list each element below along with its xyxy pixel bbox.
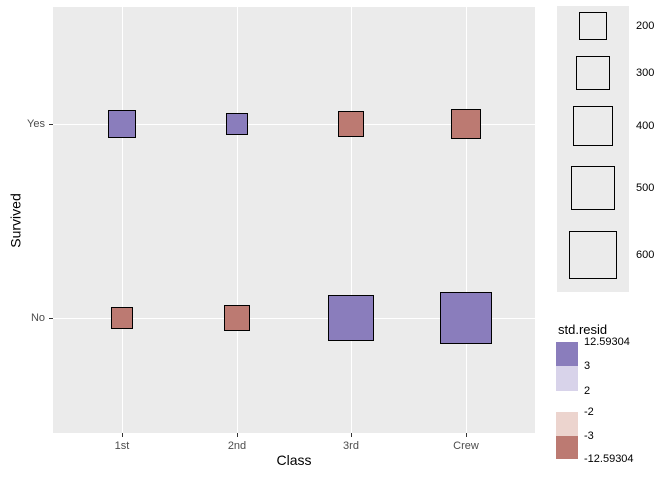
y-tick-mark-no <box>49 318 53 319</box>
x-tick-mark-1st <box>122 433 123 437</box>
gridline-horizontal-yes <box>53 124 535 125</box>
y-axis-title: Survived <box>7 193 24 248</box>
cell-square-2nd-no <box>224 305 250 331</box>
gridline-horizontal-no <box>53 318 535 319</box>
y-tick-label-no: No <box>30 312 45 324</box>
color-legend-label-2: 2 <box>584 385 591 397</box>
cell-square-crew-no <box>440 292 492 344</box>
y-tick-mark-yes <box>49 124 53 125</box>
size-legend-square-600 <box>568 230 618 280</box>
x-axis-title: Class <box>276 452 312 468</box>
color-legend-swatch-4 <box>556 436 578 459</box>
x-tick-label-1st: 1st <box>114 440 130 452</box>
color-legend-swatch-1 <box>556 366 578 391</box>
color-legend-label-1: 3 <box>584 360 591 372</box>
cell-square-2nd-yes <box>226 113 248 135</box>
x-tick-label-3rd: 3rd <box>343 440 359 452</box>
color-legend-title: std.resid <box>558 322 608 337</box>
plot-panel <box>53 7 535 433</box>
color-legend-label-5: -12.59304 <box>584 453 634 465</box>
size-legend-label-500: 500 <box>636 182 655 194</box>
size-legend-square-200 <box>578 11 608 41</box>
color-legend-label-0: 12.59304 <box>584 336 630 348</box>
color-legend-label-3: -2 <box>584 406 594 418</box>
size-legend-label-200: 200 <box>636 20 655 32</box>
gridline-vertical-3rd <box>351 7 352 433</box>
size-legend-square-500 <box>570 165 616 211</box>
size-legend-label-600: 600 <box>636 249 655 261</box>
size-legend-square-400 <box>573 106 613 146</box>
cell-square-3rd-no <box>328 295 374 341</box>
cell-square-1st-no <box>110 306 134 330</box>
size-legend-label-300: 300 <box>636 67 655 79</box>
x-tick-label-crew: Crew <box>453 440 479 452</box>
size-legend-square-300 <box>575 55 611 91</box>
gridline-vertical-1st <box>122 7 123 433</box>
cell-square-crew-yes <box>451 109 481 139</box>
color-legend-swatch-3 <box>556 412 578 436</box>
color-legend-swatch-0 <box>556 342 578 366</box>
cell-square-1st-yes <box>107 109 137 139</box>
gridline-vertical-2nd <box>237 7 238 433</box>
gridline-vertical-crew <box>466 7 467 433</box>
color-legend-label-4: -3 <box>584 430 594 442</box>
cell-square-3rd-yes <box>337 110 365 138</box>
x-tick-mark-crew <box>466 433 467 437</box>
x-tick-mark-3rd <box>351 433 352 437</box>
y-tick-label-yes: Yes <box>27 118 45 130</box>
size-legend-label-400: 400 <box>636 120 655 132</box>
x-tick-mark-2nd <box>237 433 238 437</box>
x-tick-label-2nd: 2nd <box>227 440 247 452</box>
